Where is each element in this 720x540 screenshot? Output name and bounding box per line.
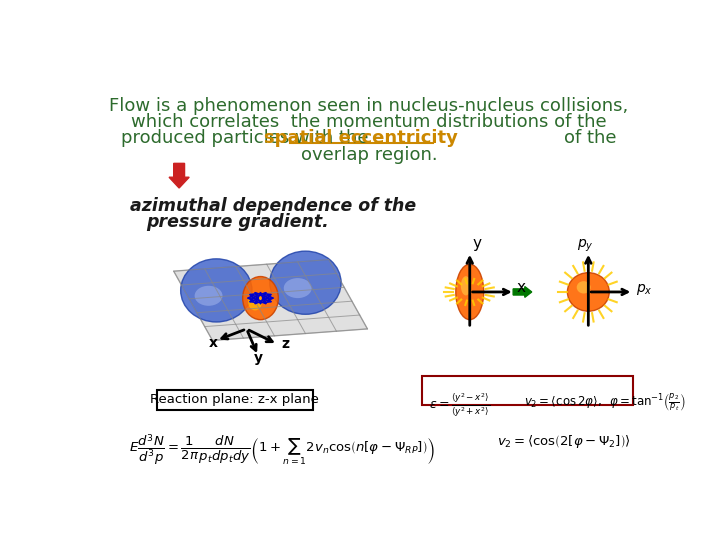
- Text: y: y: [254, 351, 264, 365]
- Ellipse shape: [284, 278, 312, 298]
- Text: pressure gradient.: pressure gradient.: [145, 213, 328, 232]
- Text: $p_y$: $p_y$: [577, 238, 594, 254]
- Text: y: y: [472, 236, 481, 251]
- Ellipse shape: [248, 293, 262, 310]
- Ellipse shape: [577, 281, 590, 294]
- Ellipse shape: [567, 273, 609, 311]
- FancyArrow shape: [513, 287, 532, 298]
- Ellipse shape: [456, 264, 484, 320]
- Ellipse shape: [181, 259, 252, 322]
- Text: spatial eccentricity: spatial eccentricity: [264, 130, 458, 147]
- FancyBboxPatch shape: [157, 390, 313, 410]
- Text: Reaction plane: z-x plane: Reaction plane: z-x plane: [150, 393, 320, 406]
- Text: Flow is a phenomenon seen in nucleus-nucleus collisions,: Flow is a phenomenon seen in nucleus-nuc…: [109, 97, 629, 115]
- Text: overlap region.: overlap region.: [301, 146, 437, 164]
- FancyBboxPatch shape: [422, 376, 632, 405]
- FancyArrow shape: [169, 164, 189, 188]
- Text: $\varepsilon = \frac{\langle y^2 - x^2 \rangle}{\langle y^2 + x^2 \rangle}$: $\varepsilon = \frac{\langle y^2 - x^2 \…: [429, 392, 490, 419]
- Text: $E\dfrac{d^3N}{d^3p} = \dfrac{1}{2\pi}\dfrac{dN}{p_t dp_t dy}\left(1 + \sum_{n=1: $E\dfrac{d^3N}{d^3p} = \dfrac{1}{2\pi}\d…: [129, 433, 435, 468]
- Text: produced particles with the                                  of the: produced particles with the of the: [121, 130, 617, 147]
- Ellipse shape: [243, 276, 279, 320]
- Text: which correlates  the momentum distributions of the: which correlates the momentum distributi…: [131, 113, 607, 131]
- Text: x: x: [209, 336, 217, 349]
- Text: azimuthal dependence of the: azimuthal dependence of the: [130, 197, 416, 215]
- Text: x: x: [517, 280, 526, 295]
- Text: $v_2 = \langle \cos 2\varphi \rangle,\;\; \varphi = \tan^{-1}\!\left(\frac{p_2}{: $v_2 = \langle \cos 2\varphi \rangle,\;\…: [524, 392, 685, 413]
- Text: $p_x$: $p_x$: [636, 282, 652, 297]
- Text: z: z: [282, 337, 289, 351]
- Ellipse shape: [461, 276, 471, 295]
- Ellipse shape: [194, 286, 222, 306]
- Text: $v_2 = \left\langle \cos\!\left(2[\varphi - \Psi_2]\right)\right\rangle$: $v_2 = \left\langle \cos\!\left(2[\varph…: [497, 433, 631, 450]
- Ellipse shape: [270, 251, 341, 314]
- Polygon shape: [174, 260, 367, 340]
